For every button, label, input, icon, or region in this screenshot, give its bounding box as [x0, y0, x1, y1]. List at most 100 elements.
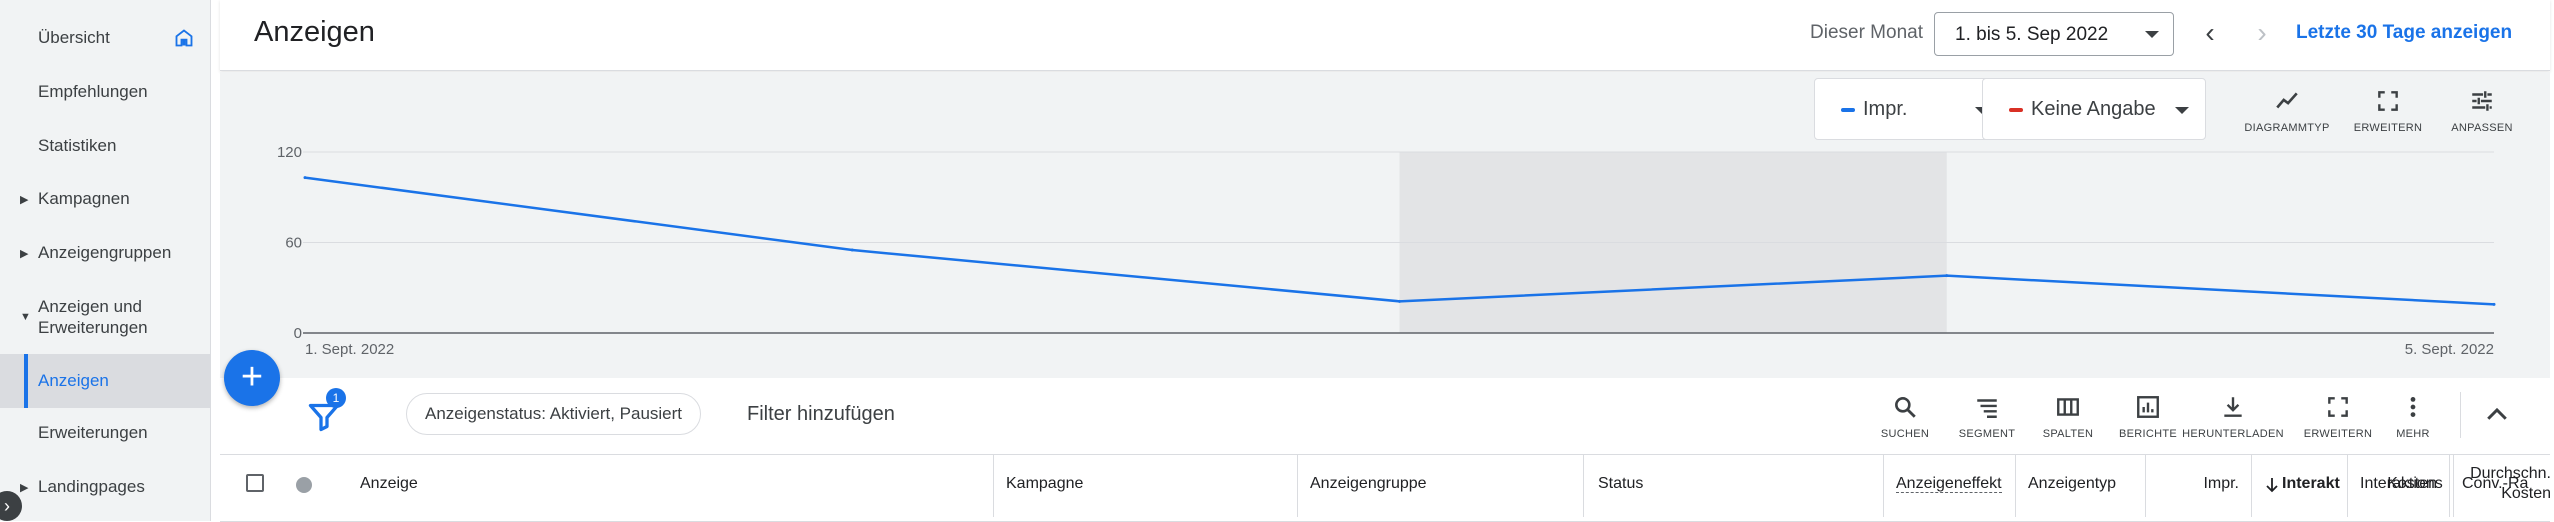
sidebar-item-anzeigen-und-erweiterungen[interactable]: ▼ Anzeigen und Erweiterungen: [0, 290, 210, 344]
column-header-anzeigentyp[interactable]: Anzeigentyp: [2016, 455, 2146, 517]
chart-expand-button[interactable]: ERWEITERN: [2348, 88, 2428, 134]
column-label: Durchschn. Kosten: [2470, 465, 2551, 502]
caret-right-icon: ▶: [20, 481, 29, 494]
tool-label: BERICHTE: [2118, 428, 2178, 440]
add-ad-button[interactable]: +: [224, 350, 280, 406]
chart-customize-button[interactable]: ANPASSEN: [2442, 88, 2522, 134]
column-label: Interaktions: [2360, 475, 2443, 492]
tool-label: ERWEITERN: [2303, 428, 2373, 440]
sidebar-item-erweiterungen[interactable]: Erweiterungen: [0, 408, 210, 458]
download-icon: [2224, 397, 2242, 417]
caret-right-icon: ▶: [20, 193, 29, 206]
metric-select-primary[interactable]: Impr.: [1814, 78, 2010, 140]
tool-label: MEHR: [2396, 428, 2430, 440]
y-tick-label: 60: [285, 235, 302, 252]
add-filter-input[interactable]: Filter hinzufügen: [747, 403, 895, 425]
column-header-interaktionsrate[interactable]: Interaktions: [2348, 455, 2454, 517]
tune-icon: [2472, 91, 2492, 111]
column-header-anzeigeneffektivitaet[interactable]: Anzeigeneffekt: [1884, 455, 2016, 517]
download-button[interactable]: HERUNTERLADEN: [2178, 394, 2288, 440]
column-label: Impr.: [2203, 475, 2239, 492]
search-icon: [1895, 397, 1916, 418]
caret-right-icon: ▶: [20, 247, 29, 260]
sidebar-item-kampagnen[interactable]: ▶ Kampagnen: [0, 174, 210, 224]
previous-period-button[interactable]: ‹: [2190, 14, 2230, 54]
metric-label: Impr.: [1863, 98, 1908, 120]
metric-label: Keine Angabe: [2031, 98, 2156, 120]
sidebar-item-empfehlungen[interactable]: Empfehlungen: [0, 67, 210, 117]
column-label: Anzeigeneffekt: [1896, 475, 2002, 493]
page-header: Anzeigen Dieser Monat 1. bis 5. Sep 2022…: [220, 0, 2550, 71]
data-point: [303, 176, 307, 180]
corner-action-button[interactable]: ›: [0, 491, 22, 521]
sidebar-item-statistiken[interactable]: Statistiken: [0, 121, 210, 171]
column-label: Kosten: [2387, 475, 2437, 492]
search-button[interactable]: SUCHEN: [1865, 394, 1945, 440]
bar-chart-icon: [2137, 396, 2159, 418]
toolbar-divider: [2460, 392, 2461, 438]
last-30-days-link[interactable]: Letzte 30 Tage anzeigen: [2296, 22, 2513, 43]
plus-icon: +: [240, 356, 264, 398]
metric-select-secondary[interactable]: Keine Angabe: [1982, 78, 2206, 140]
sidebar-item-anzeigengruppen[interactable]: ▶ Anzeigengruppen: [0, 228, 210, 278]
tool-label: SUCHEN: [1880, 428, 1930, 440]
data-point: [1945, 274, 1949, 278]
column-header-interaktionen[interactable]: Interakt: [2252, 455, 2348, 517]
column-header-status[interactable]: Status: [1584, 455, 1884, 517]
column-header-conv-rate[interactable]: Conv.-Ra: [2450, 455, 2554, 517]
chevron-up-icon[interactable]: [2482, 400, 2512, 430]
status-filter-chip[interactable]: Anzeigenstatus: Aktiviert, Pausiert: [406, 393, 702, 435]
page-title: Anzeigen: [254, 16, 375, 48]
table-toolbar: + 1 Anzeigenstatus: Aktiviert, Pausiert …: [220, 350, 2550, 455]
sidebar-item-label: Anzeigen und Erweiterungen: [38, 297, 148, 337]
tool-label: ANPASSEN: [2451, 122, 2513, 134]
line-chart-icon: [2276, 92, 2298, 109]
sidebar-item-label: Landingpages: [38, 477, 145, 496]
column-header-anzeige[interactable]: Anzeige: [328, 455, 994, 517]
y-tick-label: 0: [294, 325, 302, 342]
metric-swatch: [1841, 108, 1855, 112]
column-label: Anzeige: [360, 475, 418, 492]
tool-label: SPALTEN: [2042, 428, 2094, 440]
status-dot-icon: [296, 477, 312, 493]
sidebar-item-label: Statistiken: [38, 136, 117, 155]
chevron-right-icon: ›: [2257, 17, 2267, 48]
data-point: [1398, 299, 1401, 303]
next-period-button[interactable]: ›: [2242, 14, 2282, 54]
performance-chart-panel: Impr. Keine Angabe DIAGRAMMTYP ERWEITERN…: [220, 72, 2550, 378]
select-all-checkbox[interactable]: [246, 474, 264, 492]
fullscreen-icon: [2328, 397, 2348, 417]
metric-swatch: [2009, 108, 2023, 112]
columns-button[interactable]: SPALTEN: [2028, 394, 2108, 440]
expand-table-button[interactable]: ERWEITERN: [2298, 394, 2378, 440]
column-label: Status: [1598, 475, 1644, 492]
segment-button[interactable]: SEGMENT: [1947, 394, 2027, 440]
more-button[interactable]: MEHR: [2378, 394, 2448, 440]
tool-label: DIAGRAMMTYP: [2244, 122, 2330, 134]
column-header-anzeigengruppe[interactable]: Anzeigengruppe: [1298, 455, 1584, 517]
arrow-down-icon: [2266, 478, 2278, 493]
y-tick-label: 120: [277, 144, 302, 161]
data-point: [2492, 302, 2496, 306]
column-header-kosten[interactable]: Kosten: [2344, 455, 2450, 517]
table-header-row: Anzeige Kampagne Anzeigengruppe Status A…: [220, 455, 2551, 522]
sidebar-item-anzeigen[interactable]: Anzeigen: [0, 354, 210, 408]
date-range-select[interactable]: 1. bis 5. Sep 2022: [1934, 12, 2174, 56]
column-header-kampagne[interactable]: Kampagne: [994, 455, 1298, 517]
column-header-durchschn-kosten[interactable]: Durchschn. Kosten: [2454, 455, 2554, 517]
table-header-right: Kosten Conv.-Ra: [2228, 455, 2554, 517]
chevron-down-icon: [2145, 31, 2159, 38]
column-label: Conv.-Ra: [2462, 475, 2529, 492]
chevron-down-icon: [2175, 107, 2189, 114]
tool-label: ERWEITERN: [2353, 122, 2423, 134]
sidebar-item-uebersicht[interactable]: Übersicht: [0, 13, 210, 63]
sidebar-item-label: Anzeigen: [38, 371, 109, 390]
data-point: [850, 248, 854, 252]
fullscreen-icon: [2378, 91, 2398, 111]
tool-label: HERUNTERLADEN: [2182, 428, 2284, 440]
reports-button[interactable]: BERICHTE: [2108, 394, 2188, 440]
chart-type-button[interactable]: DIAGRAMMTYP: [2242, 88, 2332, 134]
column-header-impr[interactable]: Impr.: [2146, 455, 2252, 517]
sidebar-item-landingpages[interactable]: ▶ Landingpages: [0, 462, 210, 512]
date-range-value: 1. bis 5. Sep 2022: [1955, 24, 2109, 45]
